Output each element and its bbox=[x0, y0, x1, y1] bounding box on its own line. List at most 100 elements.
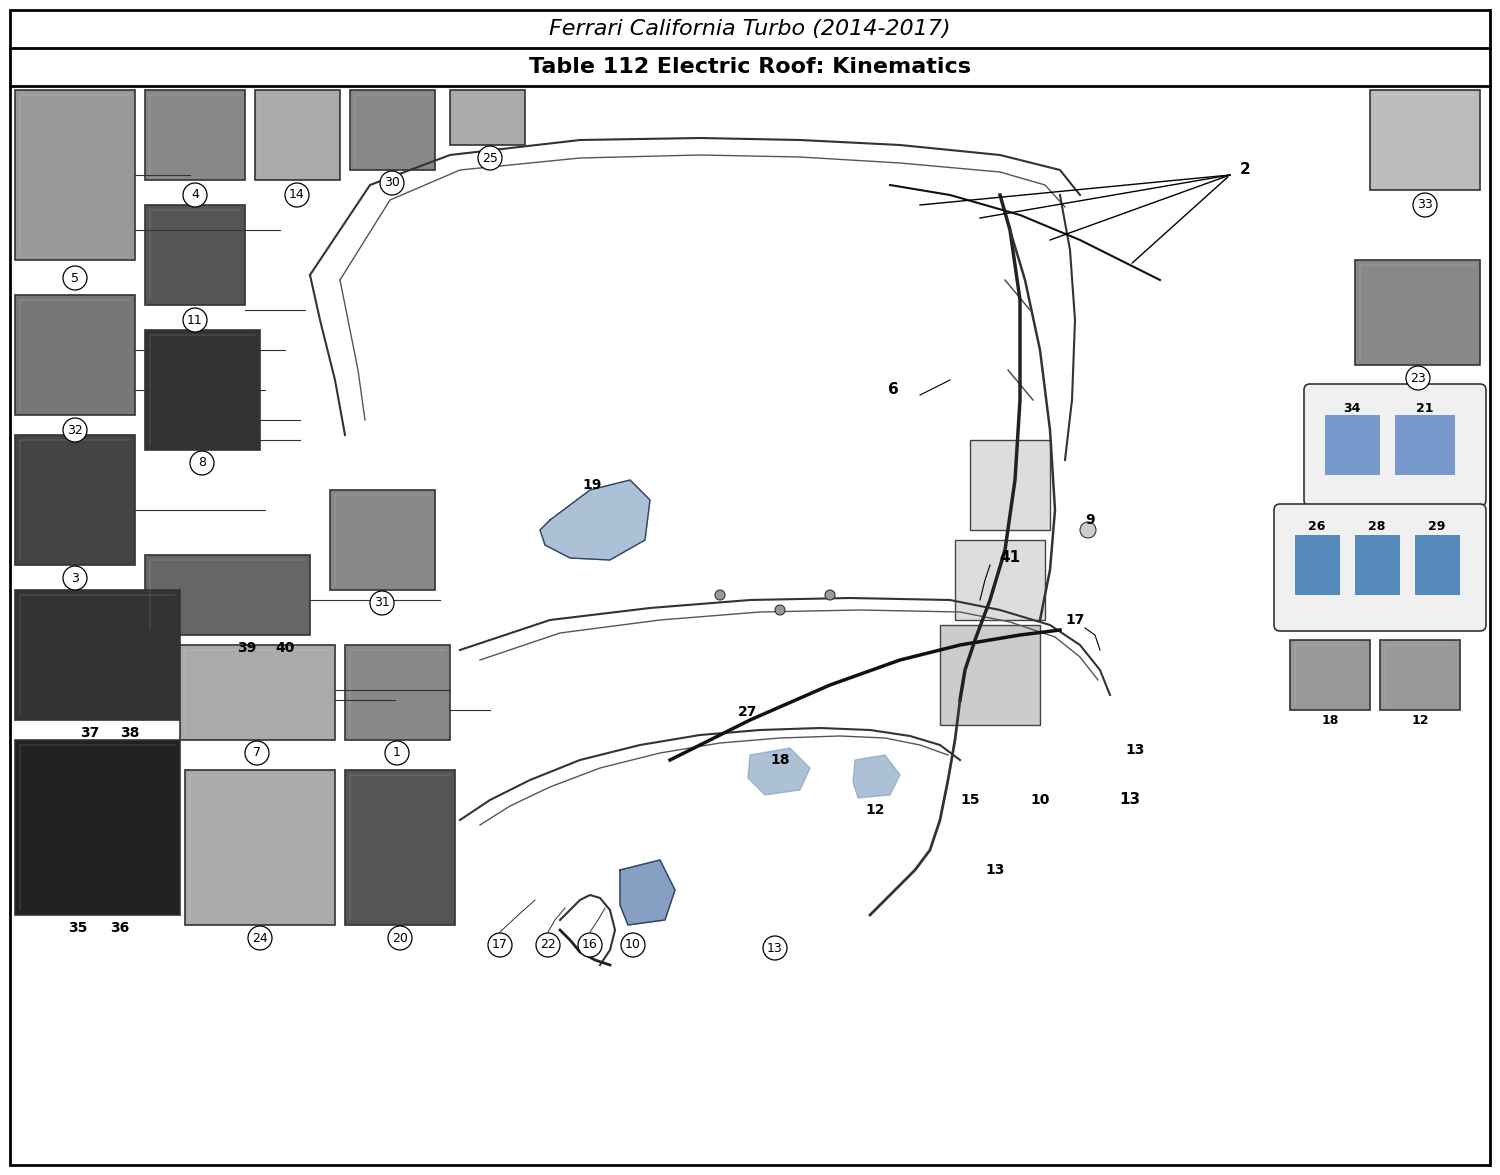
Text: 20: 20 bbox=[392, 932, 408, 945]
Text: 36: 36 bbox=[111, 921, 129, 935]
Circle shape bbox=[63, 566, 87, 590]
Circle shape bbox=[190, 451, 214, 475]
Text: 39: 39 bbox=[237, 642, 256, 654]
Bar bbox=[1290, 640, 1370, 710]
Text: Table 112 Electric Roof: Kinematics: Table 112 Electric Roof: Kinematics bbox=[530, 58, 970, 78]
Text: 16: 16 bbox=[582, 939, 598, 952]
Circle shape bbox=[716, 590, 724, 600]
Bar bbox=[1354, 535, 1400, 595]
Circle shape bbox=[248, 926, 272, 951]
Text: 12: 12 bbox=[865, 803, 885, 817]
Circle shape bbox=[183, 308, 207, 333]
Bar bbox=[255, 90, 340, 180]
Circle shape bbox=[244, 741, 268, 765]
Bar bbox=[146, 204, 244, 306]
Text: 33: 33 bbox=[1418, 199, 1432, 212]
Text: 26: 26 bbox=[1308, 521, 1326, 533]
Bar bbox=[146, 330, 260, 450]
Bar bbox=[15, 295, 135, 415]
Text: 22: 22 bbox=[540, 939, 556, 952]
Text: 10: 10 bbox=[626, 939, 640, 952]
Text: 4: 4 bbox=[190, 188, 200, 201]
Circle shape bbox=[825, 590, 836, 600]
Bar bbox=[184, 770, 334, 925]
Text: 34: 34 bbox=[1344, 402, 1360, 415]
Text: 8: 8 bbox=[198, 457, 206, 470]
Circle shape bbox=[578, 933, 602, 956]
Text: 12: 12 bbox=[1412, 713, 1428, 726]
Circle shape bbox=[536, 933, 560, 956]
Text: 37: 37 bbox=[81, 726, 99, 740]
Bar bbox=[1380, 640, 1460, 710]
Text: 13: 13 bbox=[1125, 743, 1144, 757]
Circle shape bbox=[478, 146, 502, 170]
Text: 38: 38 bbox=[120, 726, 140, 740]
Text: 24: 24 bbox=[252, 932, 268, 945]
Bar bbox=[15, 590, 180, 720]
Polygon shape bbox=[853, 756, 900, 798]
Bar bbox=[146, 555, 310, 635]
Text: 14: 14 bbox=[290, 188, 304, 201]
Bar bbox=[970, 439, 1050, 530]
Bar bbox=[1294, 535, 1340, 595]
Text: 13: 13 bbox=[1119, 792, 1140, 807]
Text: 41: 41 bbox=[999, 551, 1020, 565]
Text: 18: 18 bbox=[771, 753, 789, 767]
Text: 23: 23 bbox=[1410, 371, 1426, 384]
Text: 15: 15 bbox=[960, 793, 980, 807]
Circle shape bbox=[183, 183, 207, 207]
Text: 27: 27 bbox=[738, 705, 758, 719]
Bar bbox=[956, 540, 1046, 620]
Circle shape bbox=[63, 266, 87, 290]
Polygon shape bbox=[620, 860, 675, 925]
Text: 2: 2 bbox=[1239, 162, 1251, 177]
Circle shape bbox=[285, 183, 309, 207]
Text: 35: 35 bbox=[69, 921, 87, 935]
Polygon shape bbox=[540, 481, 650, 560]
Bar bbox=[350, 90, 435, 170]
Bar bbox=[345, 770, 454, 925]
Text: 1: 1 bbox=[393, 746, 400, 759]
FancyBboxPatch shape bbox=[1304, 384, 1486, 506]
Bar bbox=[1324, 415, 1380, 475]
Circle shape bbox=[1413, 193, 1437, 217]
Circle shape bbox=[63, 418, 87, 442]
Text: 13: 13 bbox=[766, 941, 783, 954]
Text: 30: 30 bbox=[384, 176, 400, 189]
Text: 13: 13 bbox=[986, 862, 1005, 877]
Text: 19: 19 bbox=[582, 478, 602, 492]
Text: 7: 7 bbox=[254, 746, 261, 759]
Text: 17: 17 bbox=[1065, 613, 1084, 627]
Text: 9: 9 bbox=[1084, 513, 1095, 528]
Circle shape bbox=[386, 741, 410, 765]
Circle shape bbox=[1406, 365, 1429, 390]
Text: 21: 21 bbox=[1416, 402, 1434, 415]
Polygon shape bbox=[748, 748, 810, 795]
Circle shape bbox=[1080, 522, 1096, 538]
Bar bbox=[15, 435, 135, 565]
Text: 32: 32 bbox=[68, 423, 82, 436]
Bar bbox=[1395, 415, 1455, 475]
Text: 6: 6 bbox=[888, 383, 898, 397]
Circle shape bbox=[488, 933, 512, 956]
Bar bbox=[146, 90, 244, 180]
Bar bbox=[180, 645, 334, 740]
Text: Ferrari California Turbo (2014-2017): Ferrari California Turbo (2014-2017) bbox=[549, 19, 951, 39]
Text: 10: 10 bbox=[1030, 793, 1050, 807]
Circle shape bbox=[764, 936, 788, 960]
Circle shape bbox=[380, 172, 404, 195]
FancyBboxPatch shape bbox=[1274, 504, 1486, 631]
Bar bbox=[1354, 260, 1480, 365]
Text: 31: 31 bbox=[374, 597, 390, 610]
Circle shape bbox=[370, 591, 394, 615]
Bar bbox=[15, 740, 180, 915]
Bar bbox=[15, 90, 135, 260]
Bar bbox=[345, 645, 450, 740]
Bar bbox=[1370, 90, 1480, 190]
Text: 29: 29 bbox=[1428, 521, 1446, 533]
Circle shape bbox=[388, 926, 412, 951]
Text: 40: 40 bbox=[276, 642, 294, 654]
Bar bbox=[940, 625, 1040, 725]
Bar bbox=[1414, 535, 1460, 595]
Text: 5: 5 bbox=[70, 271, 80, 284]
